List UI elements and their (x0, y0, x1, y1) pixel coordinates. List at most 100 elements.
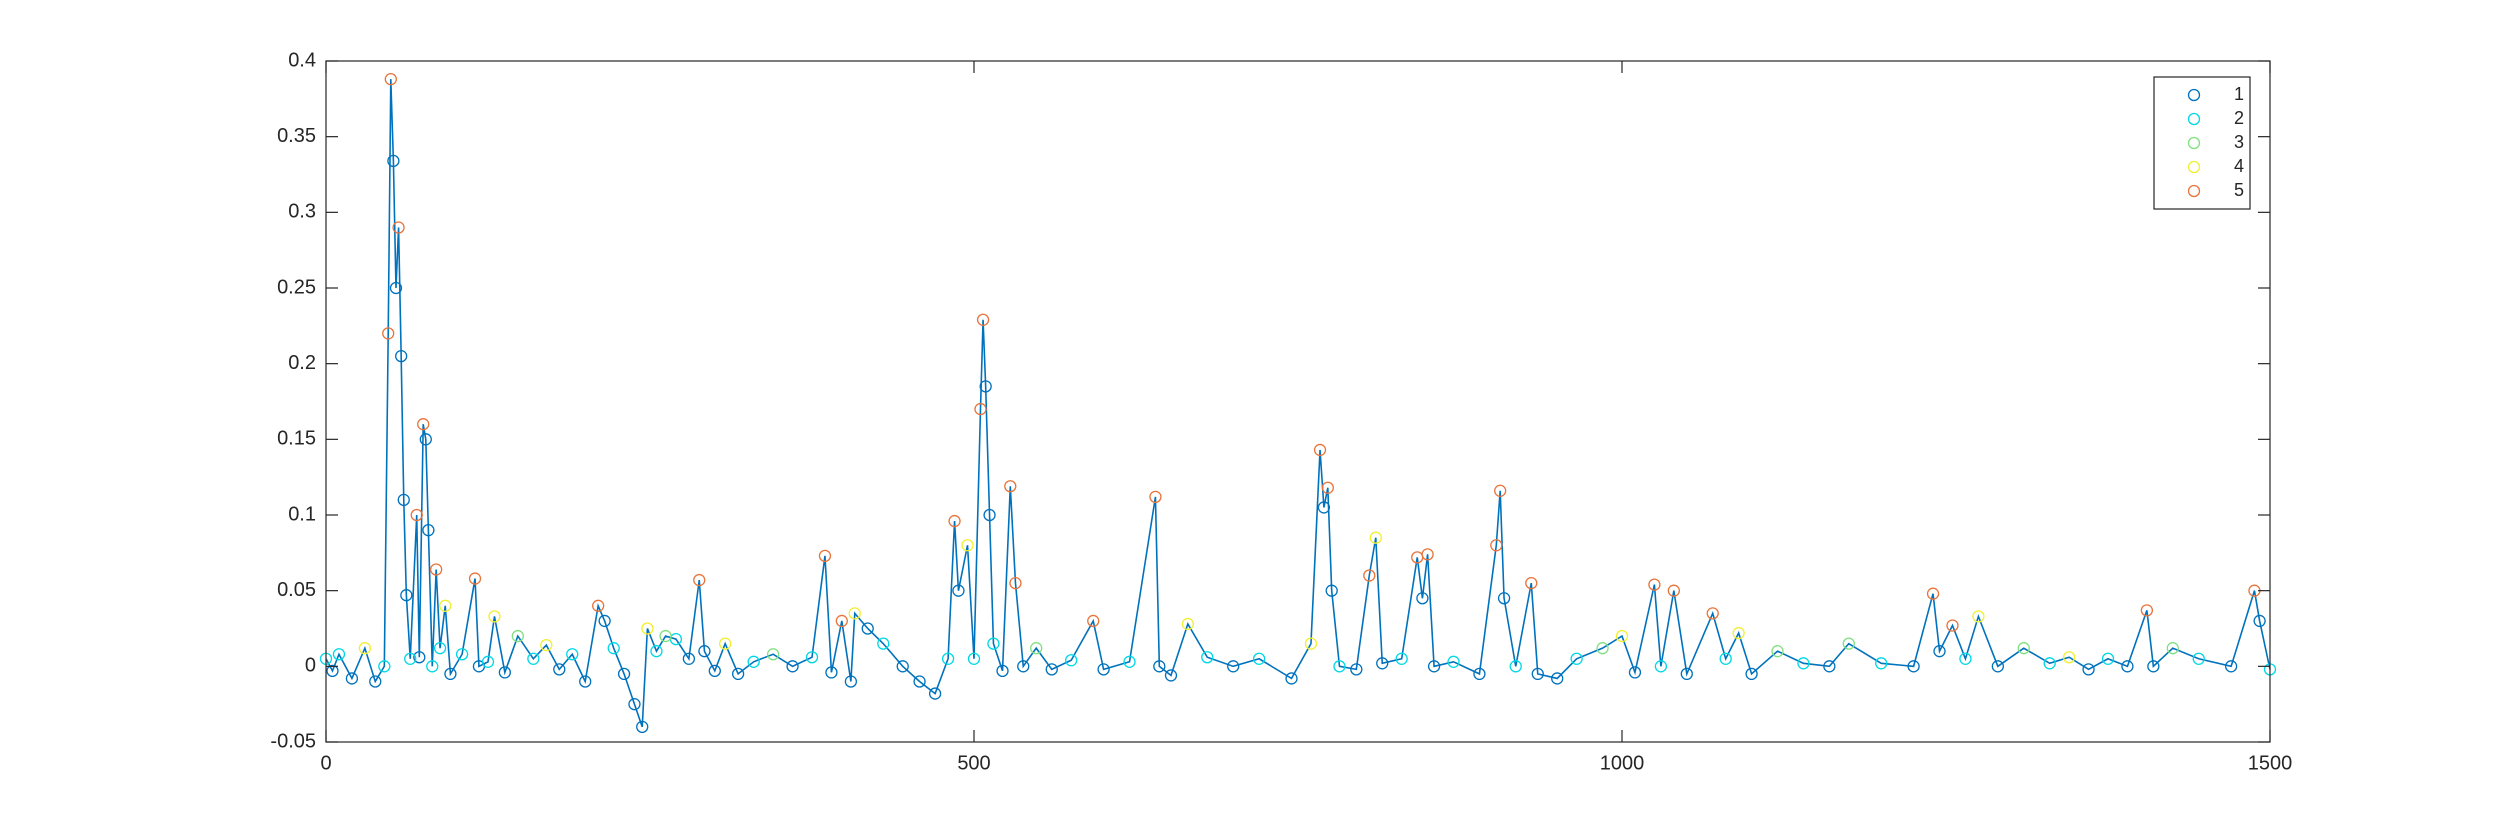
marker (2043, 657, 2056, 670)
marker (1416, 592, 1429, 605)
legend-marker (2187, 184, 2201, 198)
marker (332, 648, 346, 661)
y-tick-label: 0.3 (288, 201, 316, 223)
marker (1842, 637, 1855, 650)
marker (1732, 626, 1745, 640)
marker (861, 622, 874, 635)
marker (1149, 490, 1162, 503)
marker (835, 614, 848, 628)
marker (996, 664, 1009, 678)
marker (976, 313, 990, 326)
marker (1648, 578, 1661, 591)
legend-label: 1 (2234, 84, 2244, 104)
marker (1991, 660, 2004, 673)
marker (650, 645, 663, 658)
marker (1153, 660, 1166, 673)
marker (1490, 539, 1503, 552)
legend-label: 3 (2234, 132, 2244, 152)
marker (1065, 654, 1078, 667)
marker (2121, 660, 2134, 673)
legend-label: 4 (2234, 156, 2244, 176)
marker (1317, 501, 1331, 514)
marker (1494, 484, 1507, 497)
marker (1509, 660, 1522, 673)
marker (1350, 663, 1363, 676)
marker (433, 642, 447, 655)
marker (488, 610, 501, 623)
marker (2253, 614, 2266, 628)
marker (1004, 480, 1017, 493)
x-tick-label: 0 (320, 752, 331, 774)
marker (2224, 660, 2238, 673)
legend: 1 2 3 4 5 (2153, 76, 2251, 210)
y-tick-label: 0.05 (277, 579, 316, 601)
marker (1030, 642, 1043, 655)
marker (389, 281, 403, 295)
marker (1017, 660, 1030, 673)
marker (1252, 652, 1266, 665)
marker (1321, 481, 1334, 494)
legend-marker (2187, 160, 2201, 174)
marker (1376, 657, 1389, 670)
marker (913, 675, 926, 688)
marker (540, 638, 553, 652)
marker (987, 637, 1000, 650)
marker (1972, 610, 1985, 623)
marker (2017, 642, 2030, 655)
y-tick-label: 0 (305, 655, 316, 677)
marker (444, 667, 457, 681)
marker (941, 652, 955, 665)
marker (1421, 548, 1434, 561)
y-tick-label: 0.2 (288, 352, 316, 374)
marker (400, 589, 413, 602)
marker (1654, 660, 1668, 673)
marker (579, 675, 592, 688)
marker (378, 660, 391, 673)
marker (844, 675, 858, 688)
marker (607, 642, 620, 655)
marker (1667, 584, 1680, 597)
marker (818, 549, 832, 563)
marker (1313, 443, 1327, 457)
legend-marker (2187, 136, 2201, 150)
marker (682, 652, 696, 665)
marker (498, 666, 511, 679)
marker (1427, 660, 1441, 673)
y-tick-label: 0.15 (277, 428, 316, 450)
marker (731, 667, 745, 681)
marker (1045, 663, 1058, 676)
marker (659, 629, 672, 643)
marker (693, 573, 706, 587)
marker (2166, 642, 2179, 655)
marker (1304, 637, 1318, 650)
marker (598, 614, 611, 628)
marker (369, 675, 382, 688)
marker (566, 648, 579, 661)
marker (455, 648, 469, 661)
marker (1369, 531, 1382, 544)
legend-label: 5 (2234, 180, 2244, 200)
marker (1497, 592, 1511, 605)
marker (1123, 655, 1136, 668)
marker (553, 663, 566, 676)
marker (983, 508, 996, 522)
marker (1009, 576, 1022, 590)
axes-box (325, 60, 2271, 743)
marker (1875, 657, 1888, 670)
marker (896, 660, 909, 673)
marker (1181, 617, 1194, 631)
marker (1473, 667, 1486, 681)
marker (617, 667, 631, 681)
data-line (325, 79, 2271, 728)
marker (382, 327, 395, 340)
marker (1680, 667, 1693, 681)
marker (2192, 652, 2205, 665)
marker (326, 664, 339, 678)
marker (2082, 663, 2095, 676)
marker (2062, 651, 2076, 664)
marker (1596, 642, 1609, 655)
marker (848, 607, 861, 620)
marker (1570, 652, 1583, 665)
marker (698, 645, 711, 658)
x-tick-label: 1000 (1600, 752, 1645, 774)
